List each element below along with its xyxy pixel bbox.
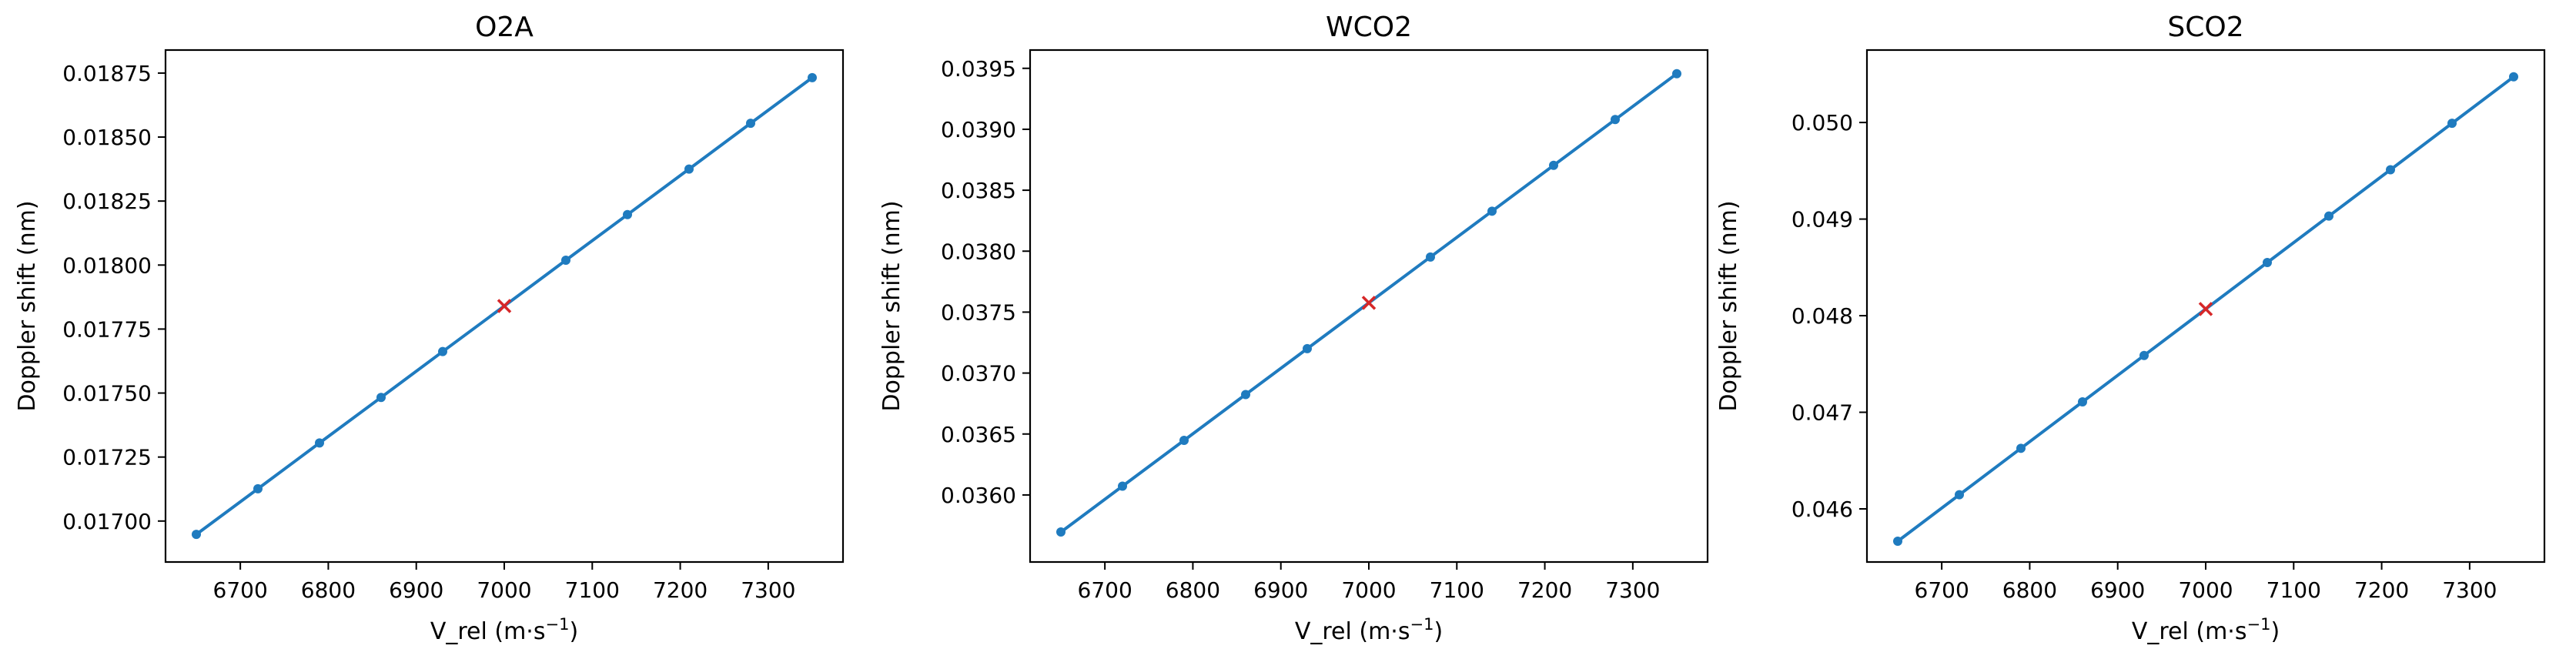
data-point xyxy=(1955,490,1964,500)
data-point xyxy=(1611,115,1620,125)
x-tick-label: 7300 xyxy=(741,577,795,603)
highlight-marker xyxy=(1361,296,1377,310)
data-point xyxy=(1118,481,1127,491)
chart-panel-sco2: SCO2 6700 6800 6900 7000 7100 7200 7300 0.046 0.0… xyxy=(1715,12,2546,645)
y-tick-label: 0.0395 xyxy=(941,56,1016,82)
y-tick-label: 0.01700 xyxy=(62,509,152,534)
x-tick-label: 6900 xyxy=(2090,577,2145,603)
data-point xyxy=(1672,69,1681,79)
data-point xyxy=(2078,396,2087,406)
data-point xyxy=(1241,390,1250,400)
x-tick-label: 7200 xyxy=(2354,577,2409,603)
x-tick-label: 7000 xyxy=(2178,577,2233,603)
x-tick-label: 7300 xyxy=(1605,577,1660,603)
highlight-marker xyxy=(497,299,512,313)
data-point xyxy=(623,209,632,219)
data-point xyxy=(1893,537,1902,547)
y-axis-label: Doppler shift (nm) xyxy=(878,200,905,411)
chart-panel-wco2: WCO2 6700 6800 6900 7000 7100 7200 7300 0.0360 0.… xyxy=(878,12,1709,645)
y-tick-label: 0.0365 xyxy=(941,422,1016,447)
y-tick-label: 0.046 xyxy=(1791,497,1853,522)
chart-title: SCO2 xyxy=(2167,12,2243,43)
x-tick-label: 6700 xyxy=(1078,577,1132,603)
x-axis-label: V_rel (m·s−1) xyxy=(1295,615,1443,645)
y-tick-label: 0.01875 xyxy=(62,61,152,86)
y-axis-label: Doppler shift (nm) xyxy=(1715,200,1742,411)
y-tick-label: 0.049 xyxy=(1791,207,1853,232)
x-tick-label: 6700 xyxy=(213,577,268,603)
x-tick-label: 6900 xyxy=(389,577,443,603)
data-point xyxy=(2324,211,2333,221)
y-tick-label: 0.01750 xyxy=(62,381,152,406)
data-point xyxy=(1179,435,1189,445)
y-tick-label: 0.01775 xyxy=(62,316,152,342)
data-point xyxy=(1303,343,1312,353)
x-tick-label: 7000 xyxy=(477,577,531,603)
data-point xyxy=(315,438,324,448)
x-tick-label: 7100 xyxy=(1430,577,1484,603)
data-point xyxy=(253,483,263,493)
data-point xyxy=(2447,119,2457,129)
data-point xyxy=(192,530,201,540)
x-tick-label: 7100 xyxy=(2267,577,2321,603)
y-tick-label: 0.0360 xyxy=(941,483,1016,508)
x-tick-label: 6900 xyxy=(1253,577,1308,603)
x-tick-label: 7300 xyxy=(2442,577,2497,603)
data-point xyxy=(684,164,694,174)
x-tick-label: 6800 xyxy=(301,577,356,603)
chart-title: WCO2 xyxy=(1326,12,1412,43)
x-tick-label: 6800 xyxy=(1166,577,1220,603)
data-point xyxy=(561,255,570,265)
x-tick-label: 7200 xyxy=(1517,577,1572,603)
y-tick-label: 0.0385 xyxy=(941,178,1016,203)
data-point xyxy=(2016,443,2026,453)
axes-frame xyxy=(1865,49,2546,564)
chart-title: O2A xyxy=(475,12,534,43)
x-tick-label: 7000 xyxy=(1341,577,1396,603)
highlight-marker xyxy=(2198,302,2213,316)
y-tick-label: 0.01725 xyxy=(62,445,152,470)
y-tick-label: 0.048 xyxy=(1791,303,1853,329)
data-point xyxy=(1549,160,1558,170)
axes-frame xyxy=(164,49,845,564)
y-tick-label: 0.0380 xyxy=(941,239,1016,264)
data-point xyxy=(1056,527,1066,537)
y-axis-label: Doppler shift (nm) xyxy=(14,200,41,411)
data-point xyxy=(1487,206,1497,216)
y-tick-label: 0.0370 xyxy=(941,361,1016,386)
data-point xyxy=(808,72,817,82)
x-tick-label: 6700 xyxy=(1915,577,1969,603)
data-point xyxy=(2386,165,2395,175)
y-tick-label: 0.01850 xyxy=(62,125,152,150)
axes-frame xyxy=(1029,49,1709,564)
data-point xyxy=(2509,72,2518,82)
y-tick-label: 0.0390 xyxy=(941,117,1016,142)
y-tick-label: 0.050 xyxy=(1791,110,1853,135)
y-tick-label: 0.01800 xyxy=(62,253,152,278)
data-point xyxy=(376,393,386,403)
y-tick-label: 0.01825 xyxy=(62,189,152,214)
x-axis-label: V_rel (m·s−1) xyxy=(2132,615,2280,645)
x-axis-label: V_rel (m·s−1) xyxy=(430,615,578,645)
y-tick-label: 0.047 xyxy=(1791,400,1853,426)
x-tick-label: 7100 xyxy=(565,577,620,603)
y-tick-label: 0.0375 xyxy=(941,299,1016,325)
data-point xyxy=(2263,258,2272,268)
x-tick-label: 6800 xyxy=(2002,577,2057,603)
data-point xyxy=(1426,252,1435,262)
data-point xyxy=(2139,350,2149,360)
data-point xyxy=(746,119,755,129)
data-point xyxy=(438,346,447,356)
chart-panel-o2a: O2A 6700 6800 6900 7000 7100 7200 7300 0.01700 0.… xyxy=(14,12,845,645)
x-tick-label: 7200 xyxy=(653,577,708,603)
